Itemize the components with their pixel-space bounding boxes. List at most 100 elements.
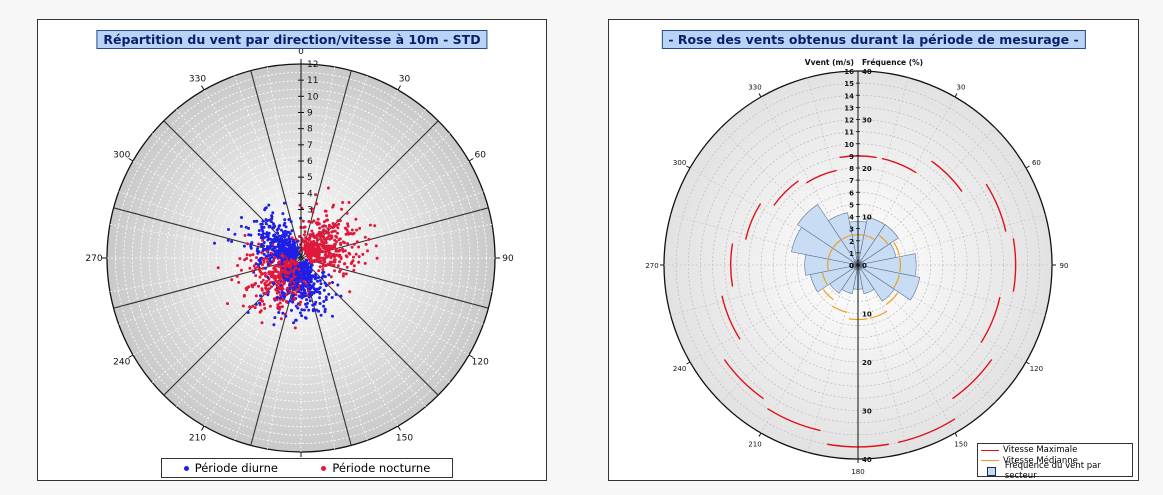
point-nocturne: [350, 228, 354, 232]
point-nocturne: [321, 256, 325, 260]
point-nocturne: [276, 274, 280, 278]
point-nocturne: [260, 272, 264, 276]
median-speed-arc: [864, 234, 875, 240]
frequency-bar: [857, 264, 895, 302]
point-diurne: [308, 280, 312, 284]
point-nocturne: [332, 263, 336, 267]
angle-tick-label: 300: [113, 151, 130, 161]
point-nocturne: [290, 236, 294, 240]
grid-ring: [157, 114, 445, 402]
point-nocturne: [293, 261, 297, 265]
point-diurne: [294, 318, 298, 322]
point-nocturne: [245, 253, 249, 257]
point-nocturne: [347, 232, 351, 236]
point-nocturne: [278, 282, 282, 286]
point-diurne: [246, 311, 250, 314]
speed-tick-label: 7: [849, 177, 854, 185]
point-diurne: [266, 276, 270, 280]
angle-tick-label: 240: [673, 365, 686, 373]
point-diurne: [282, 276, 286, 280]
point-diurne: [318, 279, 322, 283]
point-nocturne: [374, 244, 378, 248]
grid-spoke: [118, 257, 302, 325]
point-diurne: [265, 219, 269, 223]
point-diurne: [282, 223, 286, 227]
angle-tick-label: 60: [475, 151, 487, 161]
point-diurne: [299, 284, 303, 288]
point-diurne: [270, 255, 274, 259]
point-diurne: [300, 314, 304, 318]
angle-tick: [468, 354, 474, 358]
point-nocturne: [283, 280, 286, 284]
point-nocturne: [310, 229, 314, 233]
grid-spoke: [300, 257, 484, 325]
point-diurne: [308, 299, 312, 303]
point-diurne: [302, 308, 306, 312]
grid-spoke: [300, 223, 493, 259]
point-nocturne: [326, 227, 330, 231]
point-nocturne: [255, 256, 258, 260]
point-nocturne: [304, 250, 308, 254]
point-nocturne: [338, 249, 342, 252]
point-nocturne: [344, 232, 348, 236]
scatter-panel: 3456789101112030609012015018021024027030…: [37, 19, 547, 481]
max-speed-arc: [897, 418, 956, 444]
point-nocturne: [324, 209, 328, 213]
point-nocturne: [339, 257, 343, 261]
point-nocturne: [276, 290, 280, 294]
frequency-tick-label: 20: [862, 359, 872, 367]
point-nocturne: [354, 252, 358, 256]
point-nocturne: [327, 224, 331, 228]
point-nocturne: [292, 269, 296, 273]
speed-tick-label: 10: [844, 141, 854, 149]
point-nocturne: [291, 284, 295, 288]
point-diurne: [265, 235, 269, 239]
point-nocturne: [288, 270, 292, 274]
point-diurne: [270, 260, 273, 264]
point-nocturne: [239, 268, 243, 272]
point-nocturne: [269, 285, 273, 289]
point-nocturne: [276, 306, 280, 310]
point-nocturne: [289, 265, 293, 268]
wind-rose-legend: Vitesse Maximale Vitesse Médianne Fréque…: [977, 443, 1133, 481]
point-nocturne: [313, 241, 317, 245]
point-diurne: [288, 232, 292, 236]
point-nocturne: [328, 237, 332, 241]
point-nocturne: [343, 226, 347, 230]
point-diurne: [233, 232, 237, 236]
speed-tick-label: 13: [844, 104, 854, 112]
point-nocturne: [352, 231, 356, 235]
point-diurne: [300, 263, 304, 267]
max-speed-arc: [931, 160, 963, 192]
point-nocturne: [324, 241, 328, 245]
point-nocturne: [306, 246, 310, 250]
point-nocturne: [261, 266, 265, 270]
median-speed-arc: [893, 274, 900, 288]
point-diurne: [296, 278, 300, 282]
angle-tick-label: 30: [957, 84, 966, 92]
point-diurne: [318, 302, 322, 305]
point-nocturne: [332, 258, 336, 262]
max-speed-arc: [985, 183, 1007, 232]
point-nocturne: [338, 253, 342, 257]
point-diurne: [308, 283, 311, 287]
point-nocturne: [342, 272, 346, 276]
angle-tick: [128, 158, 134, 162]
point-diurne: [316, 290, 320, 294]
point-diurne: [273, 246, 277, 250]
grid-spoke: [300, 160, 470, 259]
radial-tick-label: 5: [307, 173, 313, 183]
point-diurne: [276, 255, 280, 259]
point-diurne: [283, 201, 286, 205]
point-nocturne: [329, 263, 333, 267]
point-diurne: [298, 311, 302, 315]
point-diurne: [336, 283, 340, 287]
frequency-bar: [857, 224, 899, 266]
centre-star: [857, 264, 863, 270]
point-diurne: [297, 246, 301, 250]
point-diurne: [276, 231, 280, 235]
point-nocturne: [326, 262, 330, 266]
grid-spoke: [300, 257, 336, 450]
point-nocturne: [280, 305, 284, 309]
point-nocturne: [288, 289, 292, 293]
